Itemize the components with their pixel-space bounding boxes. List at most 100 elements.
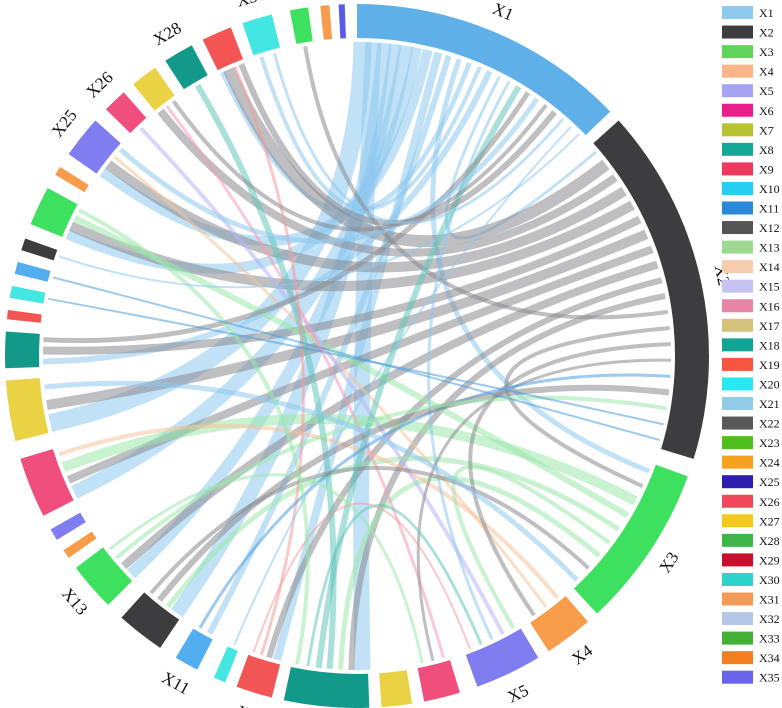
- legend-item-x32: X32: [722, 612, 780, 626]
- legend-item-x14: X14: [722, 260, 780, 274]
- legend-swatch-x2: [722, 25, 753, 39]
- legend-item-x15: X15: [722, 279, 780, 294]
- segment-label-x11: X11: [159, 668, 193, 699]
- legend-item-x26: X26: [722, 494, 780, 509]
- legend-item-x27: X27: [722, 514, 780, 528]
- legend-item-x29: X29: [722, 553, 780, 567]
- legend-swatch-x24: [722, 455, 753, 469]
- legend-label-x10: X10: [759, 182, 780, 196]
- segment-arc-x9: [236, 654, 281, 698]
- segment-arc-x2: [593, 120, 709, 459]
- legend-label-x26: X26: [759, 495, 780, 509]
- legend-item-x13: X13: [722, 240, 780, 255]
- segment-label-x30: X30: [234, 0, 267, 11]
- segment-arc-x25: [68, 120, 121, 174]
- segment-arc-x6: [417, 660, 460, 702]
- segment-arc-x3: [573, 464, 688, 614]
- chord-link-x13-x2: [115, 395, 667, 560]
- legend-label-x29: X29: [759, 553, 780, 567]
- legend-swatch-x34: [722, 651, 753, 665]
- legend-item-x23: X23: [722, 436, 780, 450]
- segment-arc-x28: [165, 45, 208, 90]
- segment-arc-x19: [6, 310, 42, 323]
- chord-link-x4-x2: [468, 342, 671, 617]
- legend-label-x12: X12: [759, 221, 780, 235]
- legend-label-x34: X34: [759, 651, 780, 665]
- legend-label-x25: X25: [759, 475, 780, 489]
- legend-swatch-x7: [722, 123, 753, 137]
- chord-link-x20-x2: [48, 297, 664, 426]
- chord-link-x22-x1: [58, 133, 580, 289]
- chord-link-x5-x1: [427, 80, 511, 641]
- legend-swatch-x22: [722, 416, 753, 430]
- legend-label-x7: X7: [759, 123, 774, 137]
- segment-arc-x14: [63, 531, 97, 558]
- legend-label-x18: X18: [759, 338, 780, 352]
- chord-ribbons: [42, 41, 672, 671]
- legend-swatch-x23: [722, 436, 753, 450]
- chord-link-x27-x1: [171, 100, 548, 232]
- chord-link-x2-x31: [303, 45, 669, 320]
- chord-link-x18-x1: [43, 91, 531, 343]
- legend-swatch-x31: [722, 592, 753, 606]
- legend-label-x5: X5: [759, 84, 774, 98]
- legend-label-x15: X15: [759, 280, 780, 294]
- legend-item-x18: X18: [722, 338, 780, 352]
- chord-link-x17-x3: [44, 380, 579, 582]
- segment-arc-x33: [338, 4, 346, 39]
- legend-label-x19: X19: [759, 358, 780, 372]
- legend-swatch-x13: [722, 240, 753, 254]
- segment-arc-x30: [242, 14, 281, 56]
- segment-label-x3: X3: [655, 548, 682, 576]
- legend-swatch-x25: [722, 475, 753, 489]
- chord-link-x2-x3: [504, 326, 670, 489]
- segment-arc-x26: [105, 92, 147, 134]
- chord-link-x2-x17: [46, 229, 649, 411]
- legend-item-x22: X22: [722, 416, 780, 431]
- segment-arc-x13: [75, 547, 133, 605]
- segment-arc-x22: [21, 238, 58, 261]
- legend-swatch-x35: [722, 670, 753, 684]
- segment-arc-x12: [121, 592, 180, 648]
- segment-label-x26: X26: [82, 68, 116, 102]
- chord-link-x9-x29: [233, 66, 305, 656]
- legend-label-x6: X6: [759, 104, 774, 118]
- segment-label-x1: X1: [490, 0, 517, 25]
- segment-arc-x15: [50, 512, 86, 540]
- chord-link-x29-x1: [238, 62, 557, 226]
- chord-link-x12-x2: [157, 384, 670, 602]
- segment-arc-x10: [213, 646, 238, 683]
- segment-arc-x24: [55, 166, 89, 193]
- segment-label-x13: X13: [58, 584, 92, 619]
- legend-item-x35: X35: [722, 670, 780, 685]
- segment-label-x9: X9: [235, 702, 260, 708]
- legend-label-x1: X1: [759, 6, 774, 20]
- chord-link-x2-x13: [121, 260, 659, 570]
- legend-item-x24: X24: [722, 455, 780, 470]
- chord-link-x23-x8: [78, 208, 310, 665]
- legend-label-x28: X28: [759, 534, 780, 548]
- legend-label-x13: X13: [759, 241, 780, 255]
- legend-swatch-x30: [722, 572, 753, 586]
- legend-swatch-x15: [722, 279, 753, 293]
- chord-link-x12-x3: [149, 466, 590, 595]
- legend-swatch-x10: [722, 181, 753, 195]
- segment-arc-x4: [530, 596, 588, 652]
- segment-arc-x11: [175, 628, 213, 670]
- legend-swatch-x33: [722, 631, 753, 645]
- legend-label-x20: X20: [759, 377, 780, 391]
- legend-label-x9: X9: [759, 162, 774, 176]
- segment-arc-x5: [465, 628, 539, 687]
- legend-item-x8: X8: [722, 142, 774, 157]
- legend-label-x30: X30: [759, 573, 780, 587]
- legend-label-x33: X33: [759, 632, 780, 646]
- legend-label-x22: X22: [759, 417, 780, 431]
- legend: X1 X2 X3 X4 X5 X6 X7 X8 X9 X10 X11 X12 X13 X14 X15 X16 X…: [722, 6, 780, 685]
- chord-link-x6-x2: [416, 358, 672, 662]
- legend-item-x25: X25: [722, 475, 780, 489]
- segment-arc-x21: [14, 261, 51, 282]
- legend-item-x3: X3: [722, 45, 774, 59]
- legend-label-x4: X4: [759, 65, 774, 79]
- legend-label-x31: X31: [759, 593, 780, 607]
- segment-arc-x16: [20, 448, 74, 516]
